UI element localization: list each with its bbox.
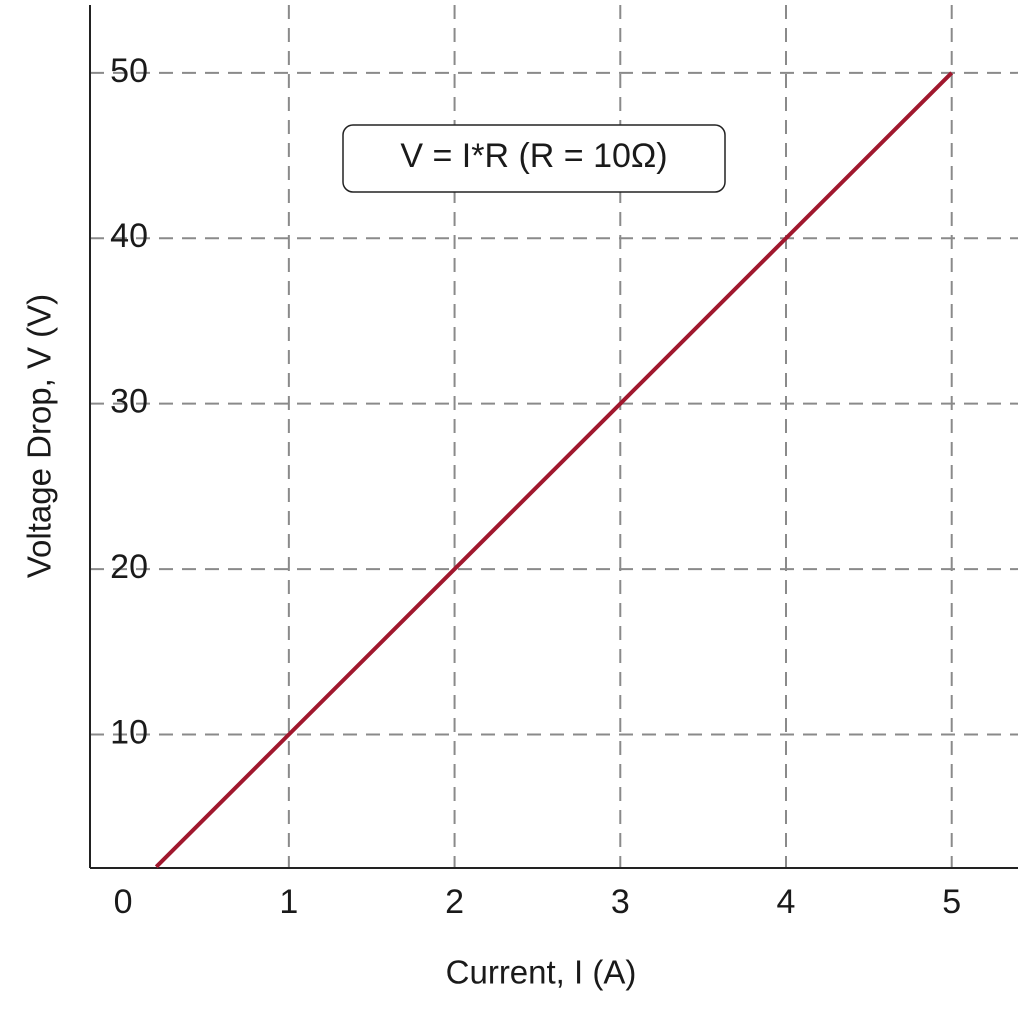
x-tick-label: 5 bbox=[942, 883, 961, 921]
x-tick-label: 3 bbox=[611, 883, 630, 921]
data-line bbox=[154, 71, 954, 869]
x-axis-label: Current, I (A) bbox=[446, 954, 637, 991]
x-tick-label: 2 bbox=[445, 883, 464, 921]
x-tick-label: 1 bbox=[279, 883, 298, 921]
y-tick-label: 40 bbox=[110, 217, 148, 255]
y-tick-label: 50 bbox=[110, 52, 148, 90]
x-tick-label: 4 bbox=[777, 883, 796, 921]
y-tick-label: 10 bbox=[110, 713, 148, 751]
x-tick-label: 0 bbox=[114, 883, 133, 921]
y-tick-label: 30 bbox=[110, 383, 148, 421]
annotation: V = I*R (R = 10Ω) bbox=[400, 137, 667, 175]
annotation-box bbox=[342, 124, 726, 193]
y-axis-label: Voltage Drop, V (V) bbox=[21, 294, 58, 578]
y-tick-label: 20 bbox=[110, 548, 148, 586]
